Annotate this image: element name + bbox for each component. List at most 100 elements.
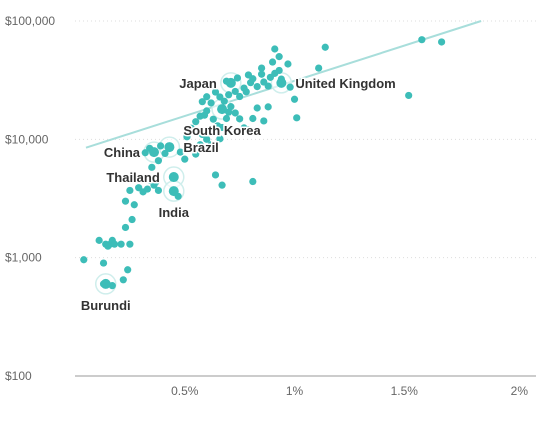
data-point (126, 240, 134, 248)
data-point (216, 135, 224, 143)
data-point (236, 115, 244, 123)
data-point (141, 149, 149, 157)
data-point (218, 123, 226, 132)
data-point (225, 91, 233, 99)
data-point (257, 70, 266, 78)
data-point (110, 240, 119, 248)
point-label: United Kingdom (295, 76, 395, 91)
data-point (222, 114, 231, 123)
data-point (418, 36, 426, 44)
y-tick-label: $1,000 (5, 251, 42, 265)
data-point (95, 236, 103, 244)
data-point (128, 215, 136, 224)
data-point (284, 60, 292, 68)
data-point (268, 58, 277, 66)
labeled-point (217, 104, 228, 115)
data-point (257, 64, 266, 72)
y-grid: $100 $1,000 $10,000 $100,000 (5, 14, 536, 383)
data-point (438, 38, 446, 46)
data-point (200, 111, 209, 119)
labeled-point (276, 77, 287, 88)
data-point (275, 53, 283, 61)
x-tick-label: 2% (511, 384, 529, 398)
data-point (244, 71, 253, 79)
labeled-point (164, 142, 175, 153)
data-point (152, 177, 160, 186)
data-point (198, 98, 206, 106)
data-point (405, 91, 413, 100)
data-point (286, 83, 294, 91)
data-point (233, 74, 242, 82)
data-point (244, 126, 253, 134)
x-tick-label: 0.5% (171, 384, 199, 398)
data-point (143, 185, 152, 193)
point-label: China (104, 145, 141, 160)
x-ticks: 0.5% 1% 1.5% 2% (171, 384, 528, 398)
data-point (211, 171, 220, 179)
x-tick-label: 1.5% (391, 384, 419, 398)
data-point (117, 240, 125, 248)
data-point (154, 157, 163, 165)
labeled-points: Japan United Kingdom South Korea China Brazi… (79, 74, 397, 314)
data-point (187, 144, 195, 152)
data-point (176, 148, 184, 156)
data-point (192, 118, 200, 126)
data-point (227, 103, 235, 111)
point-label: India (159, 205, 190, 220)
data-point (124, 266, 132, 274)
data-point (146, 176, 154, 184)
data-point (209, 115, 217, 123)
data-point (264, 103, 272, 111)
data-point (198, 130, 206, 139)
data-point (181, 155, 189, 163)
data-point (260, 117, 268, 125)
data-point (157, 142, 165, 150)
data-point (236, 92, 244, 101)
data-point (207, 99, 215, 107)
data-point (249, 177, 257, 186)
data-point (119, 276, 127, 284)
data-point (80, 256, 88, 264)
data-point (290, 95, 299, 103)
data-point (121, 197, 130, 205)
data-point (315, 64, 323, 72)
labeled-point (168, 186, 179, 197)
y-tick-label: $10,000 (5, 132, 49, 146)
data-point (231, 87, 239, 96)
point-label: Thailand (106, 170, 160, 185)
data-point (253, 83, 261, 91)
point-label: South Korea (183, 123, 261, 138)
labeled-point (225, 77, 236, 88)
data-point (293, 114, 301, 122)
data-point (231, 109, 239, 117)
data-point (275, 66, 283, 75)
data-point (161, 149, 169, 158)
data-point (203, 93, 211, 101)
x-tick-label: 1% (286, 384, 304, 398)
y-tick-label: $100 (5, 369, 32, 383)
data-point (192, 150, 200, 158)
data-point (187, 124, 195, 132)
data-point (321, 43, 329, 51)
data-point (207, 141, 215, 149)
data-point (148, 163, 156, 171)
data-points (80, 36, 446, 290)
data-point (203, 135, 211, 143)
data-point (196, 141, 204, 149)
data-point (249, 114, 257, 123)
labeled-point (100, 278, 111, 289)
data-point (264, 82, 272, 90)
data-point (130, 201, 138, 209)
data-point (253, 104, 261, 112)
data-point (271, 45, 279, 53)
data-point (218, 181, 226, 189)
data-point (211, 88, 220, 96)
data-point (126, 186, 134, 195)
data-point (121, 223, 130, 232)
data-point (183, 133, 191, 141)
point-label: Japan (179, 76, 217, 91)
point-label: Burundi (81, 298, 131, 313)
data-point (99, 259, 108, 267)
